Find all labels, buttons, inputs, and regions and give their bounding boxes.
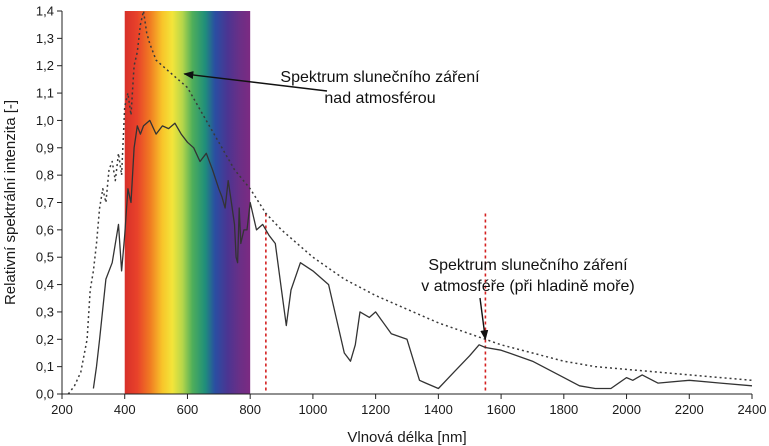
y-tick-label: 0,2 [36, 332, 54, 347]
y-tick-label: 0,7 [36, 195, 54, 210]
x-tick-label: 1400 [424, 402, 453, 417]
annotation-label: v atmosféře (při hladině moře) [421, 278, 634, 295]
x-tick-label: 1000 [298, 402, 327, 417]
y-tick-label: 0,8 [36, 168, 54, 183]
annotation-arrow [183, 71, 328, 92]
annotation-arrow [479, 297, 489, 341]
y-tick-label: 1,4 [36, 4, 54, 19]
annotation-label: Spektrum slunečního záření [428, 257, 628, 274]
y-tick-label: 0,6 [36, 222, 54, 237]
x-tick-label: 400 [114, 402, 136, 417]
series-line-sea-level [92, 119, 753, 390]
annotation-label: nad atmosférou [324, 90, 435, 107]
x-tick-label: 1200 [361, 402, 390, 417]
x-tick-label: 1600 [487, 402, 516, 417]
y-tick-label: 0,5 [36, 250, 54, 265]
y-tick-label: 1,2 [36, 58, 54, 73]
y-tick-label: 1,1 [36, 86, 54, 101]
y-tick-label: 0,4 [36, 277, 54, 292]
x-tick-label: 600 [177, 402, 199, 417]
x-tick-label: 2200 [675, 402, 704, 417]
y-tick-label: 0,1 [36, 359, 54, 374]
x-tick-label: 1800 [549, 402, 578, 417]
y-tick-label: 1,0 [36, 113, 54, 128]
x-tick-label: 2000 [612, 402, 641, 417]
x-tick-label: 800 [239, 402, 261, 417]
y-tick-label: 0,0 [36, 387, 54, 402]
series-line-above-atmosphere [67, 10, 753, 395]
x-axis-title: Vlnová délka [nm] [347, 429, 466, 446]
y-tick-label: 0,9 [36, 140, 54, 155]
y-tick-label: 0,3 [36, 304, 54, 319]
y-axis-title: Relativní spektrální intenzita [-] [2, 100, 19, 305]
y-tick-label: 1,3 [36, 31, 54, 46]
x-tick-label: 2400 [738, 402, 767, 417]
x-tick-label: 200 [51, 402, 73, 417]
annotation-label: Spektrum slunečního záření [280, 69, 480, 86]
